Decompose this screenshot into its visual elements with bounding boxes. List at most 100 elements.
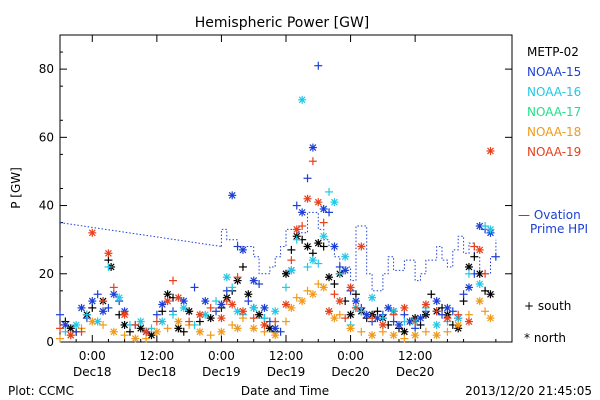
point-south <box>169 310 177 319</box>
x-tick-date: Dec20 <box>396 365 435 379</box>
point-north <box>341 266 350 275</box>
point-north <box>346 324 355 333</box>
point-south <box>233 273 242 282</box>
point-south <box>454 310 463 319</box>
point-south <box>351 290 360 299</box>
point-north <box>249 324 258 333</box>
point-south <box>228 320 237 329</box>
point-south <box>464 269 473 278</box>
point-north <box>238 307 247 316</box>
point-north <box>314 239 323 248</box>
point-north <box>217 314 226 323</box>
point-south <box>276 327 285 336</box>
point-north <box>174 293 183 302</box>
x-tick-date: Dec18 <box>73 365 112 379</box>
point-north <box>120 320 129 329</box>
point-south <box>298 222 307 231</box>
point-north <box>486 290 495 299</box>
y-tick-label: 20 <box>39 267 54 281</box>
plot-credit: Plot: CCMC <box>8 384 74 398</box>
point-north <box>104 249 113 258</box>
legend-entry: NOAA-18 <box>527 125 581 139</box>
x-tick-time: 0:00 <box>337 349 364 363</box>
point-north <box>282 269 290 278</box>
point-north <box>282 300 290 309</box>
point-north <box>163 297 172 306</box>
point-south <box>389 317 398 326</box>
point-south <box>481 269 490 278</box>
point-south <box>416 320 425 329</box>
point-north <box>325 307 334 316</box>
point-south <box>152 310 161 319</box>
point-south <box>421 327 430 336</box>
point-north <box>179 297 188 306</box>
point-north <box>174 324 183 333</box>
legend-ovation: — Ovation <box>518 208 581 222</box>
point-north <box>416 314 425 323</box>
point-north <box>443 303 452 312</box>
point-north <box>341 252 350 261</box>
point-north <box>298 208 307 217</box>
point-south <box>400 334 409 343</box>
point-north <box>147 331 156 340</box>
timestamp: 2013/12/20 21:45:05 <box>465 384 592 398</box>
point-south <box>179 327 188 336</box>
point-south <box>303 174 312 183</box>
point-south <box>330 280 339 289</box>
point-south <box>104 262 113 271</box>
x-tick-date: Dec18 <box>138 365 177 379</box>
point-north <box>298 297 307 306</box>
point-north <box>72 320 81 329</box>
point-north <box>368 331 377 340</box>
x-tick-date: Dec20 <box>331 365 370 379</box>
point-south <box>341 314 350 323</box>
point-north <box>158 317 167 326</box>
point-north <box>464 317 473 326</box>
point-south <box>481 307 490 316</box>
point-north <box>346 283 355 292</box>
point-north <box>384 303 393 312</box>
point-south <box>470 252 479 261</box>
point-north <box>335 297 344 306</box>
marker-key-south: + south <box>524 299 571 313</box>
y-axis: 0 20 40 60 80 <box>39 51 512 349</box>
point-south <box>147 324 156 333</box>
point-south <box>131 320 140 329</box>
point-south <box>287 256 296 265</box>
point-south <box>271 317 280 326</box>
plot-area: 0 20 40 60 80 0:00 Dec18 12:00 Dec18 0:00 Dec19 12… <box>39 34 513 379</box>
point-north <box>152 327 161 336</box>
point-north <box>77 303 86 312</box>
chart-title: Hemispheric Power [GW] <box>195 15 370 31</box>
point-north <box>120 310 129 319</box>
point-north <box>486 146 495 155</box>
point-south <box>292 235 301 244</box>
point-north <box>260 303 269 312</box>
ovation-hpi-layer <box>59 211 497 292</box>
point-north <box>88 297 97 306</box>
point-north <box>330 198 339 207</box>
point-south <box>368 314 377 323</box>
point-north <box>308 290 317 299</box>
point-north <box>271 307 280 316</box>
point-north <box>131 334 140 343</box>
legend-entry: NOAA-17 <box>527 105 581 119</box>
point-south <box>400 310 409 319</box>
point-north <box>319 204 328 213</box>
y-tick-label: 80 <box>39 62 54 76</box>
point-north <box>351 297 360 306</box>
point-south <box>158 307 167 316</box>
x-tick-date: Dec19 <box>202 365 241 379</box>
point-north <box>249 303 258 312</box>
point-north <box>249 276 258 285</box>
point-north <box>217 327 226 336</box>
point-south <box>357 327 366 336</box>
point-south <box>319 218 328 227</box>
point-south <box>373 307 382 316</box>
point-north <box>136 324 145 333</box>
point-south <box>314 61 323 70</box>
point-south <box>244 297 253 306</box>
point-south <box>61 327 70 336</box>
point-north <box>201 297 210 306</box>
point-north <box>475 297 484 306</box>
